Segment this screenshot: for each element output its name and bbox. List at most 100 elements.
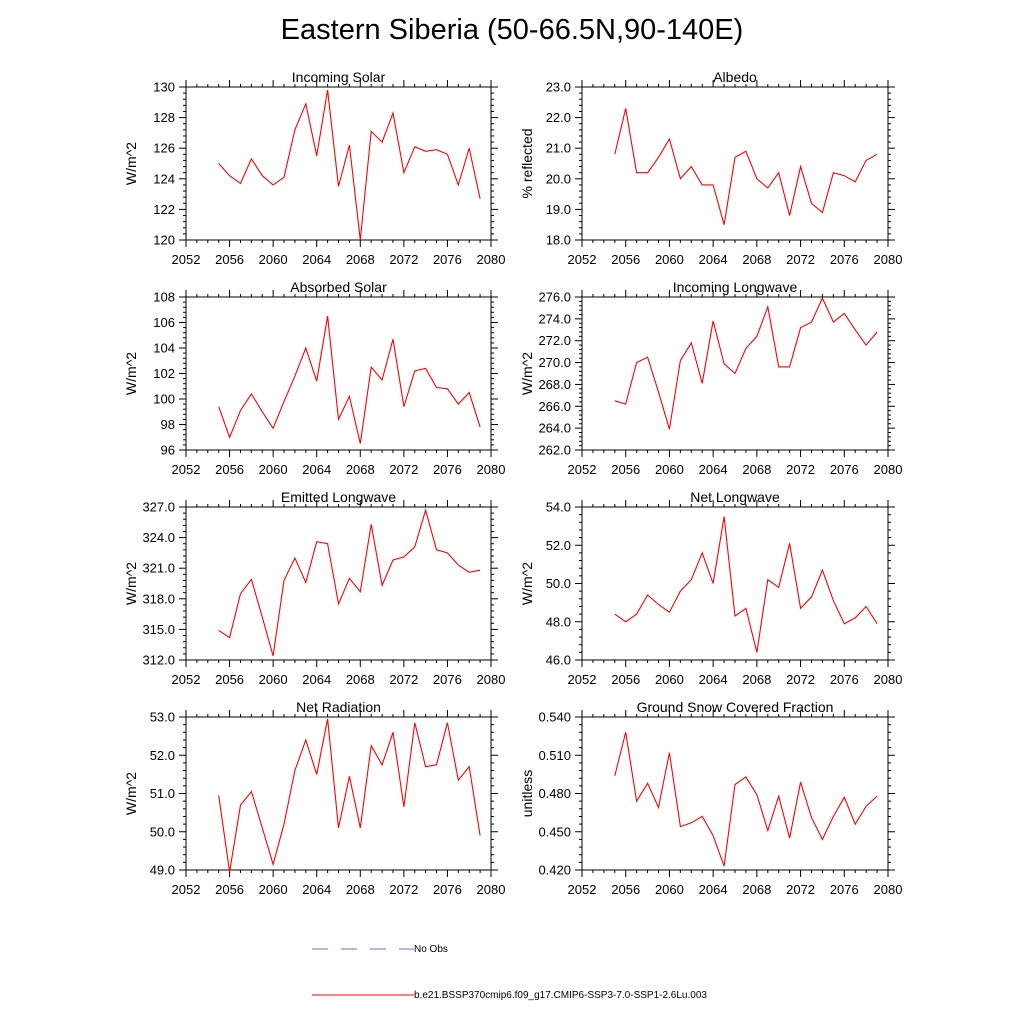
panel-1: Incoming Solar W/m^2 2052 2056 2060 2064 2068 2…: [123, 69, 505, 267]
panel-8: Ground Snow Covered Fraction unitless 2052…: [519, 699, 902, 897]
y-tick-label: 0.540: [538, 710, 571, 725]
plot-frame: [185, 296, 492, 451]
y-axis-label: W/m^2: [123, 142, 139, 185]
panel-3: Absorbed Solar W/m^2 2052 2056 2060 2064 2068 2…: [123, 279, 505, 477]
series-line: [218, 718, 481, 872]
x-tick-label: 2076: [830, 462, 859, 477]
x-tick-label: 2056: [611, 252, 640, 267]
x-tick-label: 2076: [830, 252, 859, 267]
x-tick-label: 2060: [259, 672, 288, 687]
y-tick-label: 264.0: [538, 421, 571, 436]
series-line: [218, 316, 481, 444]
x-tick-label: 2072: [786, 882, 815, 897]
x-tick-label: 2052: [172, 462, 201, 477]
x-tick-label: 2080: [477, 882, 506, 897]
legend-model-label: b.e21.BSSP370cmip6.f09_g17.CMIP6-SSP3-7.…: [414, 990, 707, 1001]
x-tick-label: 2056: [215, 672, 244, 687]
y-tick-label: 130: [153, 80, 175, 95]
x-tick-label: 2052: [568, 252, 597, 267]
y-tick-label: 0.480: [538, 786, 571, 801]
x-tick-label: 2064: [699, 672, 728, 687]
y-tick-label: 270.0: [538, 355, 571, 370]
x-tick-label: 2060: [655, 672, 684, 687]
x-tick-label: 2072: [786, 672, 815, 687]
x-tick-label: 2056: [611, 882, 640, 897]
y-tick-label: 0.420: [538, 863, 571, 878]
plot-frame: [185, 86, 492, 241]
series-line: [218, 90, 481, 241]
legend-obs-line: [312, 948, 414, 950]
x-tick-label: 2060: [655, 252, 684, 267]
x-tick-label: 2064: [302, 462, 331, 477]
y-tick-label: 46.0: [546, 653, 571, 668]
plot-frame: [581, 506, 889, 661]
y-tick-label: 18.0: [546, 233, 571, 248]
x-tick-label: 2052: [172, 882, 201, 897]
x-tick-label: 2076: [433, 252, 462, 267]
y-tick-label: 262.0: [538, 443, 571, 458]
panel-title: Ground Snow Covered Fraction: [637, 699, 834, 715]
y-tick-label: 22.0: [546, 110, 571, 125]
x-tick-label: 2072: [389, 882, 418, 897]
x-tick-label: 2064: [699, 462, 728, 477]
panel-5: Emitted Longwave W/m^2 2052 2056 2060 2064 206…: [123, 489, 505, 687]
x-tick-label: 2080: [477, 252, 506, 267]
series-line: [614, 516, 878, 653]
x-tick-label: 2064: [302, 672, 331, 687]
x-tick-label: 2076: [830, 882, 859, 897]
y-axis-label: W/m^2: [123, 562, 139, 605]
panel-2: Albedo % reflected 2052 2056 2060 2064 2068 207…: [519, 69, 902, 267]
x-tick-label: 2068: [742, 882, 771, 897]
series-line: [614, 296, 878, 430]
y-tick-label: 108: [153, 290, 175, 305]
y-tick-label: 106: [153, 315, 175, 330]
panel-title: Incoming Longwave: [673, 279, 798, 295]
panel-4: Incoming Longwave W/m^2 2052 2056 2060 2064 20…: [519, 279, 902, 477]
x-tick-label: 2056: [611, 462, 640, 477]
figure-title: Eastern Siberia (50-66.5N,90-140E): [280, 14, 744, 46]
y-tick-label: 120: [153, 233, 175, 248]
y-tick-label: 266.0: [538, 399, 571, 414]
panel-title: Incoming Solar: [292, 69, 386, 85]
x-tick-label: 2052: [172, 252, 201, 267]
panel-title: Net Radiation: [296, 699, 381, 715]
y-tick-label: 21.0: [546, 141, 571, 156]
y-tick-label: 53.0: [150, 710, 175, 725]
y-tick-label: 0.510: [538, 748, 571, 763]
x-tick-label: 2060: [655, 462, 684, 477]
y-tick-label: 51.0: [150, 786, 175, 801]
x-tick-label: 2076: [433, 882, 462, 897]
x-tick-label: 2052: [568, 672, 597, 687]
y-tick-label: 318.0: [142, 591, 175, 606]
plot-frame: [185, 506, 492, 661]
y-tick-label: 96: [161, 443, 175, 458]
y-axis-label: unitless: [519, 770, 535, 817]
x-tick-label: 2064: [699, 252, 728, 267]
y-tick-label: 126: [153, 141, 175, 156]
y-tick-label: 50.0: [150, 824, 175, 839]
plot-frame: [581, 716, 889, 871]
x-tick-label: 2072: [786, 462, 815, 477]
x-tick-label: 2060: [655, 882, 684, 897]
x-tick-label: 2080: [874, 672, 903, 687]
x-tick-label: 2080: [874, 252, 903, 267]
y-tick-label: 104: [153, 341, 175, 356]
panel-title: Emitted Longwave: [281, 489, 396, 505]
x-tick-label: 2068: [742, 672, 771, 687]
y-tick-label: 54.0: [546, 500, 571, 515]
x-tick-label: 2080: [477, 672, 506, 687]
x-tick-label: 2072: [389, 462, 418, 477]
legend-obs-label: No Obs: [414, 944, 448, 955]
y-tick-label: 312.0: [142, 653, 175, 668]
x-tick-label: 2068: [346, 462, 375, 477]
y-tick-label: 52.0: [150, 748, 175, 763]
x-tick-label: 2060: [259, 462, 288, 477]
y-axis-label: W/m^2: [519, 562, 535, 605]
y-tick-label: 128: [153, 110, 175, 125]
panel-6: Net Longwave W/m^2 2052 2056 2060 2064 2068 207…: [519, 489, 902, 687]
x-tick-label: 2080: [477, 462, 506, 477]
y-tick-label: 324.0: [142, 530, 175, 545]
y-axis-label: % reflected: [519, 128, 535, 198]
y-axis-label: W/m^2: [123, 352, 139, 395]
